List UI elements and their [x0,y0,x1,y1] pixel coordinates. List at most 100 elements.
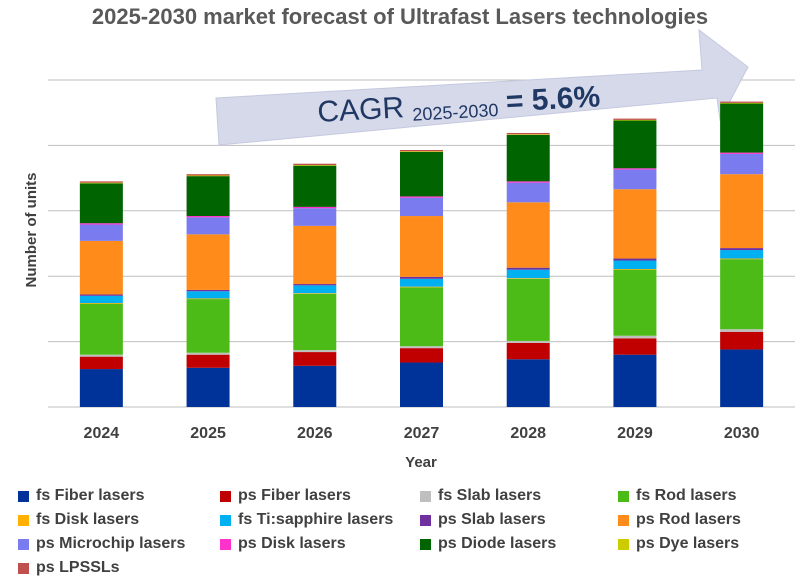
bar-segment [400,287,443,347]
bar-segment [186,217,230,235]
bar-segment [506,132,550,135]
bar-segment [79,354,123,357]
bar-segment [79,294,123,296]
legend-label: fs Slab lasers [438,487,542,504]
legend-label: fs Rod lasers [636,487,737,504]
bar-segment [506,340,550,343]
legend-label: fs Ti:sapphire lasers [238,511,394,528]
bar-segment [293,293,337,294]
bar-segment [186,234,230,290]
legend-label: ps Fiber lasers [238,487,351,504]
bar-segment [79,295,123,304]
bar-segment [400,151,443,197]
bar-segment [186,176,230,217]
bar-segment [79,303,123,355]
bar-segment [186,354,230,368]
bar-segment [506,267,550,270]
bar-segment [720,153,764,175]
bar-segment [613,169,657,190]
bar-segment [400,362,443,407]
bar-segment [720,250,764,259]
bar-segment [613,168,657,170]
bar-segment [400,278,443,287]
legend-label: fs Disk lasers [36,511,140,528]
legend-item: ps Diode lasers [420,534,556,554]
bar-segment [613,354,657,407]
legend-item: ps Slab lasers [420,510,546,530]
legend-swatch [618,538,629,550]
bar-segment [79,183,123,224]
bar-segment [720,102,764,104]
bar-segment [186,367,230,407]
legend-item: ps Dye lasers [618,534,739,554]
bar-segment [186,299,230,353]
bar-segment [293,293,337,351]
bar-segment [613,260,657,270]
legend-label: ps Rod lasers [636,511,741,528]
legend-label: ps Slab lasers [438,511,546,528]
bar-segment [186,289,230,292]
legend-swatch [420,514,431,526]
bar-segment [613,120,657,169]
bar-segment [506,182,550,203]
x-tick-label: 2024 [84,425,120,442]
legend-swatch [420,490,431,502]
bar-segment [79,182,123,184]
x-tick-label: 2028 [510,425,546,442]
bar-segment [506,278,550,341]
bar-segment [506,359,550,407]
bar-segment [79,224,123,241]
legend-swatch [618,514,629,526]
bar-segment [506,278,550,279]
legend-item: fs Rod lasers [618,486,736,506]
bar-segment [79,181,123,183]
x-tick-label: 2027 [404,425,440,442]
bar-segment [79,223,123,225]
bar-segment [613,338,657,355]
legend-label: ps Disk lasers [238,535,346,552]
bar-segment [293,350,337,353]
bar-segment [613,189,657,259]
bar-segment [293,285,337,294]
x-tick-label: 2026 [297,425,333,442]
bar-segment [293,225,337,285]
legend-swatch [618,490,629,502]
bar-segment [293,165,337,166]
legend-item: fs Fiber lasers [18,486,145,506]
bar-segment [506,202,550,268]
x-tick-label: 2029 [617,425,653,442]
cagr-annotation: CAGR 2025-2030 = 5.6% [317,80,601,130]
legend-item: ps LPSSLs [18,558,120,578]
bar-segment [293,365,337,407]
bar-segment [506,269,550,279]
bar-segment [293,208,337,226]
bar-segment [613,269,657,270]
cagr-arrow [215,28,749,146]
legend-label: ps Microchip lasers [36,535,186,552]
bar-segment [400,197,443,217]
bar-segment [400,286,443,288]
bar-segment [506,181,550,183]
bar-segment [400,276,443,279]
bar-segment [400,346,443,349]
chart-title: 2025-2030 market forecast of Ultrafast L… [91,4,709,29]
bar-segment [720,258,764,260]
bar-segment [186,175,230,177]
legend-label: ps Diode lasers [438,535,557,552]
bar-segment [720,103,764,153]
bar-segment [720,101,764,103]
bar-segment [293,163,337,166]
bar-segment [400,151,443,152]
bar-segment [400,348,443,363]
legend-item: fs Ti:sapphire lasers [220,510,393,530]
bar-segment [400,216,443,277]
legend-item: fs Disk lasers [18,510,139,530]
chart-plot: CAGR 2025-2030 = 5.6% 2024 2025 2026 2027 2028 2… [23,28,795,471]
bar-segment [186,298,230,300]
bar-segment [613,335,657,339]
bar-segment [506,134,550,135]
legend-item: ps Disk lasers [220,534,346,554]
bar-segment [79,356,123,370]
bar-segment [720,329,764,332]
bar-segment [79,369,123,407]
